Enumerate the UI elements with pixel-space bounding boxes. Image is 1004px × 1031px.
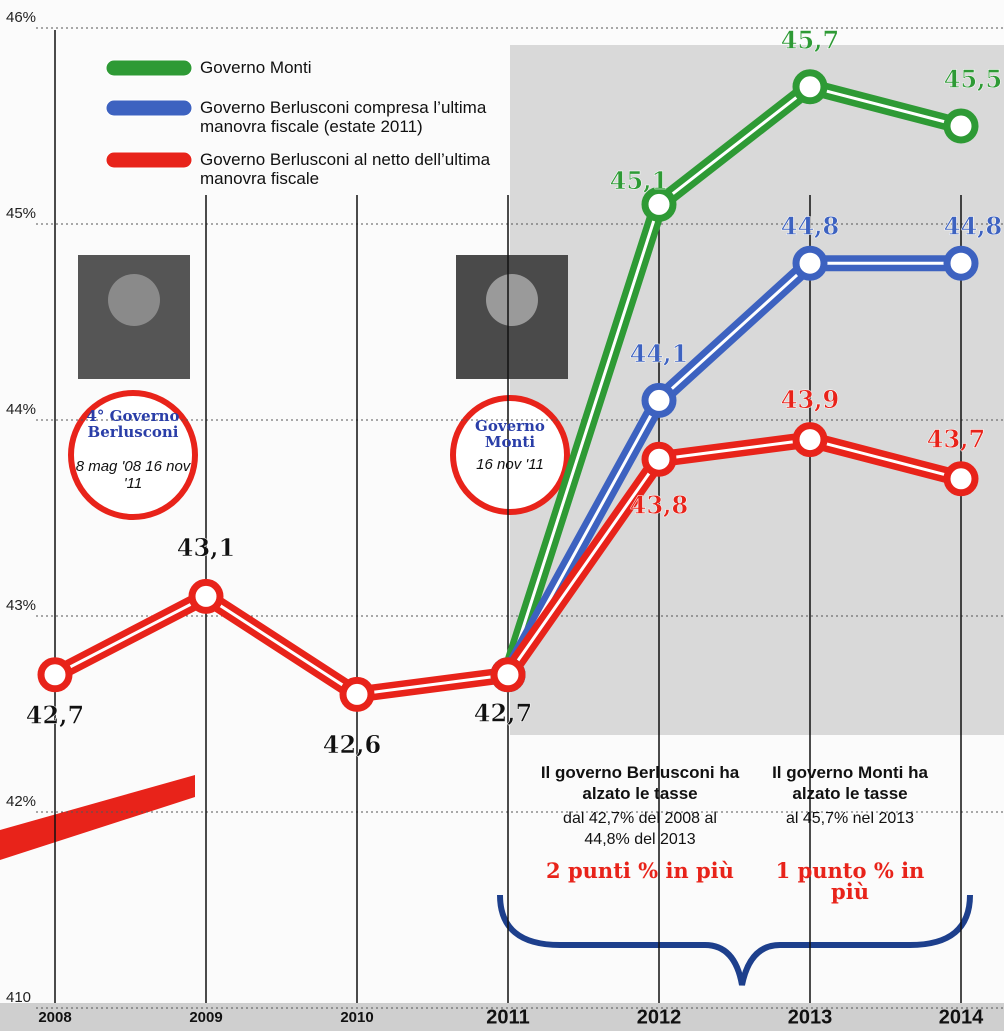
note-title: Il governo Monti ha alzato le tasse: [760, 762, 940, 804]
y-tick-label: 45%: [6, 205, 36, 222]
point: [645, 445, 673, 473]
point: [947, 465, 975, 493]
legend-swatch: [106, 152, 192, 168]
legend-label: Governo Berlusconi al netto dell’ultima …: [200, 150, 510, 188]
value-label: 44,1: [630, 339, 688, 368]
badge-title: 4° Governo Berlusconi: [75, 408, 191, 440]
point: [947, 249, 975, 277]
point: [494, 661, 522, 689]
x-tick-label: 2009: [189, 1009, 222, 1026]
x-tick-label: 2013: [788, 1006, 833, 1028]
badge: [453, 398, 567, 512]
badge-dates: 16 nov '11: [455, 456, 565, 473]
legend-label: Governo Berlusconi compresa l’ultima man…: [200, 98, 510, 136]
note-text: dal 42,7% del 2008 al 44,8% del 2013: [545, 808, 735, 850]
point: [343, 680, 371, 708]
point: [796, 73, 824, 101]
value-label: 45,1: [610, 166, 668, 195]
y-tick-label: 44%: [6, 401, 36, 418]
legend-label: Governo Monti: [200, 58, 500, 77]
value-label: 42,7: [26, 700, 84, 729]
value-label: 43,1: [177, 533, 235, 562]
y-tick-label: 46%: [6, 9, 36, 26]
value-label: 45,7: [781, 25, 839, 54]
x-tick-label: 2012: [637, 1006, 682, 1028]
value-label: 44,8: [944, 212, 1002, 241]
point: [796, 249, 824, 277]
y-tick-label: 410: [6, 989, 31, 1006]
badge-dates: 8 mag '08 16 nov '11: [75, 458, 191, 492]
value-label: 42,6: [323, 730, 381, 759]
note-highlight: 2 punti % in più: [545, 860, 735, 881]
shaded-area: [510, 45, 1004, 735]
value-label: 42,7: [474, 698, 532, 727]
decoration: [0, 775, 195, 860]
legend-swatch: [106, 60, 192, 76]
point: [947, 112, 975, 140]
photo-figure: [108, 274, 160, 326]
value-label: 43,7: [927, 424, 985, 453]
note-text: al 45,7% nel 2013: [785, 808, 915, 829]
brace: [500, 895, 970, 985]
note-title: Il governo Berlusconi ha alzato le tasse: [540, 762, 740, 804]
x-tick-label: 2010: [340, 1009, 373, 1026]
value-label: 45,5: [944, 65, 1002, 94]
x-tick-label: 2011: [486, 1006, 529, 1028]
point: [192, 582, 220, 610]
y-tick-label: 43%: [6, 597, 36, 614]
value-label: 43,9: [781, 385, 839, 414]
legend-swatch: [106, 100, 192, 116]
value-label: 43,8: [630, 491, 688, 520]
x-tick-label: 2008: [38, 1009, 71, 1026]
point: [796, 426, 824, 454]
point: [645, 386, 673, 414]
badge-title: Governo Monti: [455, 418, 565, 450]
value-label: 44,8: [781, 212, 839, 241]
page: 410 42% 43% 44% 45% 46% 2008 2009 2010 2011 2012 20…: [0, 0, 1004, 1031]
point: [41, 661, 69, 689]
note-highlight: 1 punto % in più: [760, 860, 940, 902]
y-tick-label: 42%: [6, 793, 36, 810]
x-tick-label: 2014: [939, 1006, 984, 1028]
photo-figure: [486, 274, 538, 326]
